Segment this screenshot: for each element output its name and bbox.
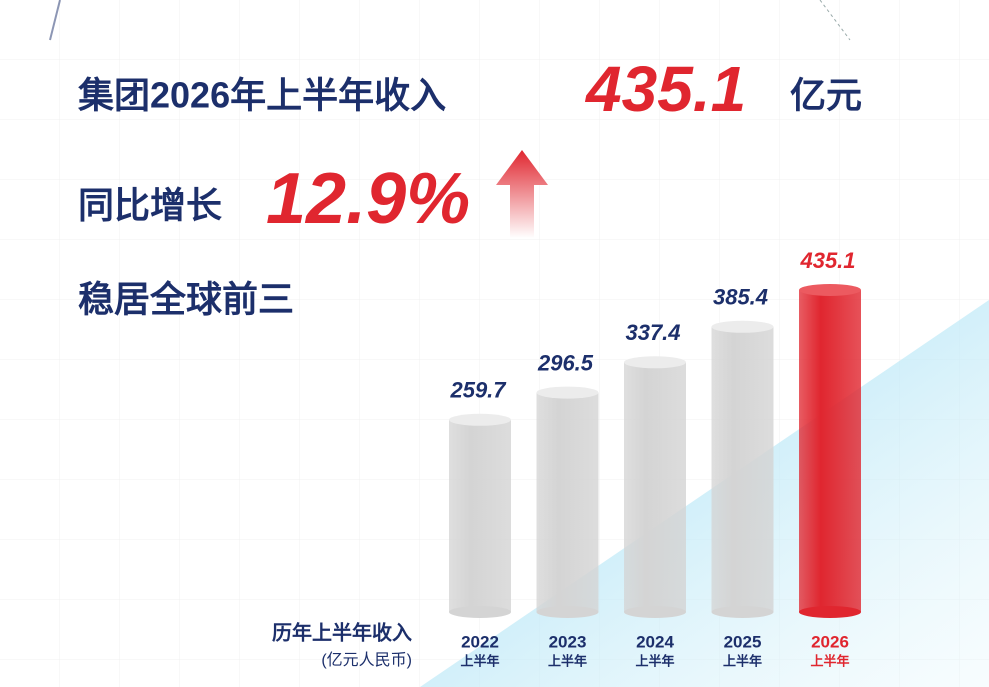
bar (711, 326, 774, 612)
x-tick-label: 2026 (811, 632, 849, 651)
growth-value: 12.9% (266, 159, 470, 239)
bar (449, 419, 511, 612)
x-tick-sublabel: 上半年 (548, 653, 587, 668)
x-tick-sublabel: 上半年 (810, 653, 849, 668)
value-label: 337.4 (625, 320, 680, 345)
bar-top (799, 284, 861, 296)
tagline: 稳居全球前三 (78, 279, 294, 320)
growth-label: 同比增长 (78, 185, 222, 226)
x-tick-sublabel: 上半年 (635, 653, 674, 668)
axis-unit: (亿元人民币) (321, 651, 412, 669)
x-tick-label: 2022 (461, 632, 499, 651)
headline: 集团2026年上半年收入 (77, 75, 446, 116)
x-tick-sublabel: 上半年 (460, 653, 499, 668)
x-tick-label: 2025 (724, 632, 762, 651)
value-label: 259.7 (449, 378, 507, 403)
x-tick-sublabel: 上半年 (723, 653, 762, 668)
bar-top (449, 413, 511, 426)
bar-top (536, 386, 599, 399)
x-tick-label: 2023 (549, 632, 587, 651)
value-label: 296.5 (537, 350, 594, 375)
decoration (819, 0, 851, 41)
value-label: 385.4 (713, 285, 768, 310)
decoration (49, 0, 61, 41)
bar-top (711, 320, 774, 333)
value-label: 435.1 (799, 248, 855, 273)
bar (624, 362, 686, 612)
bar-top (624, 356, 686, 369)
headline-value: 435.1 (584, 53, 746, 125)
x-tick-label: 2024 (636, 632, 674, 651)
bar (799, 290, 861, 612)
up-arrow (496, 150, 548, 238)
headline-unit: 亿元 (790, 75, 862, 116)
axis-label: 历年上半年收入 (272, 620, 412, 644)
bar (536, 392, 599, 612)
